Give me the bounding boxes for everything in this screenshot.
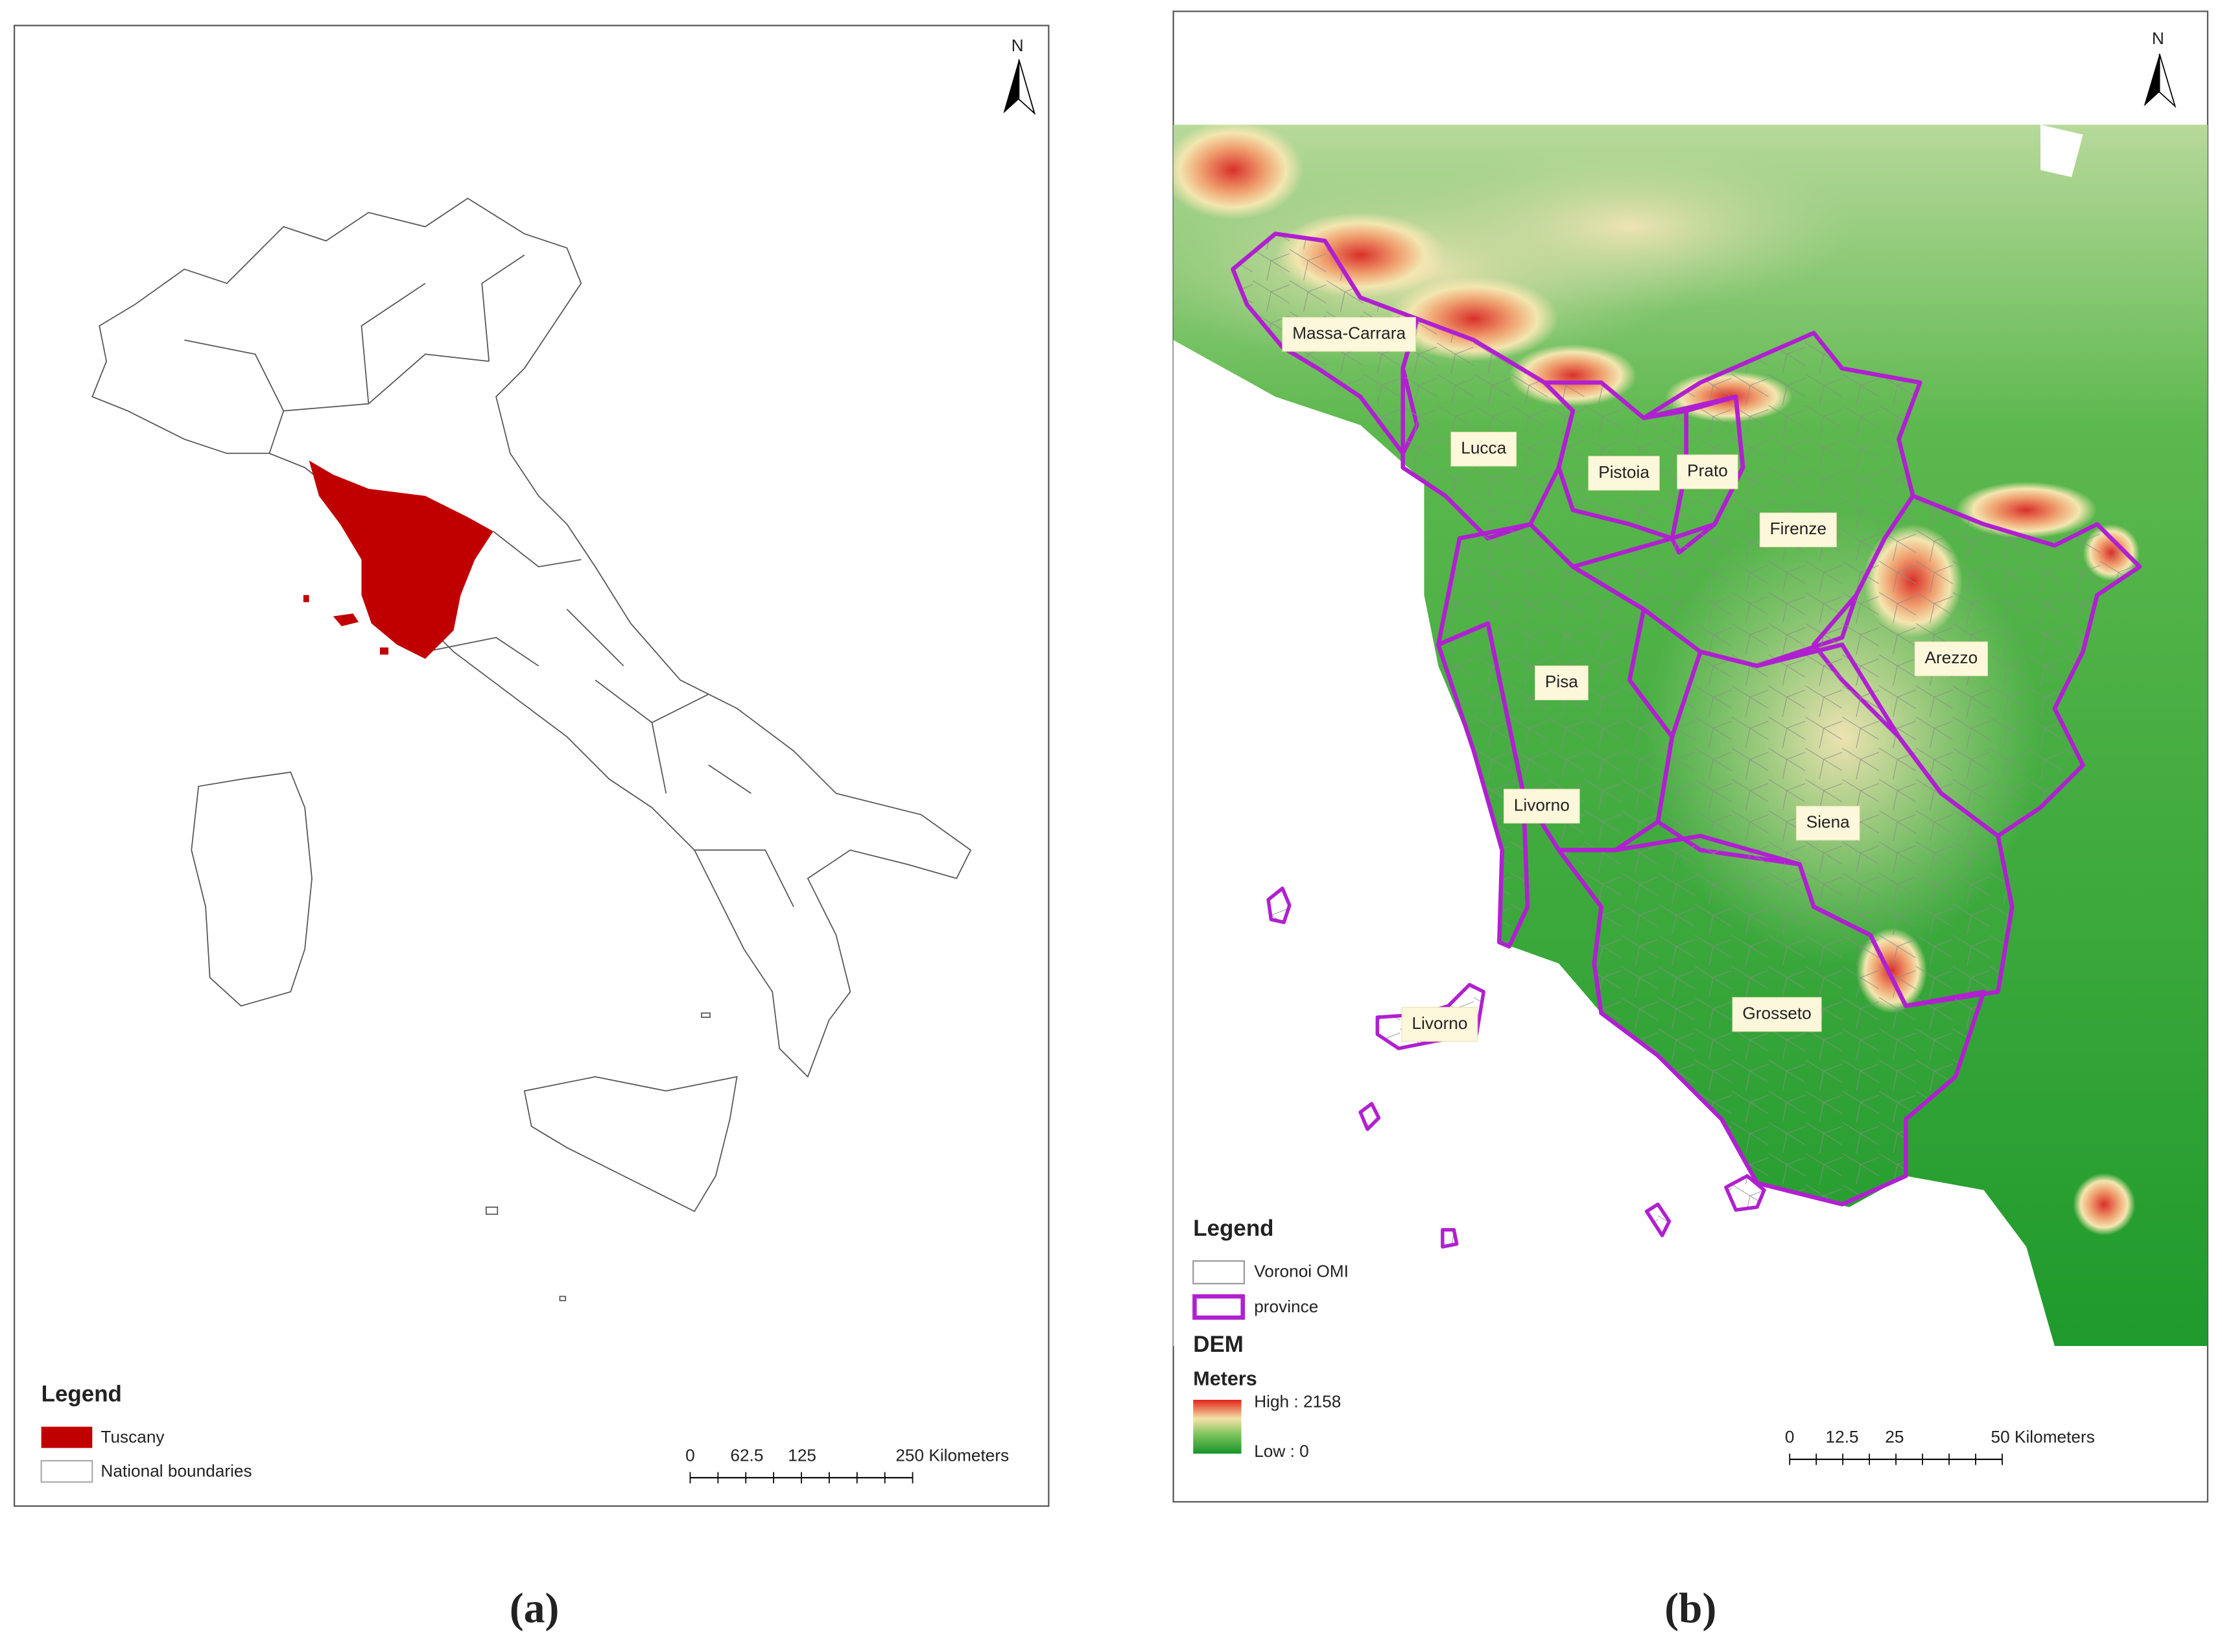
province-outline xyxy=(1436,621,1530,949)
scale-bar: 0 12.5 25 50 Kilometers xyxy=(1785,1427,2095,1465)
north-arrow xyxy=(1018,59,1036,115)
north-arrow xyxy=(2144,54,2160,106)
legend-units: Meters xyxy=(1193,1368,1257,1390)
scale-label: 0 xyxy=(1785,1427,1795,1446)
tuscany xyxy=(303,460,493,659)
label-box xyxy=(1450,431,1517,467)
legend-title: Legend xyxy=(41,1382,122,1407)
province-label: Pistoia xyxy=(1598,462,1649,482)
legend-swatch xyxy=(1192,1260,1246,1284)
scale-bar: 0 62.5 125 250 Kilometers xyxy=(685,1445,1009,1483)
label-box xyxy=(1588,456,1660,491)
sardinia xyxy=(191,771,313,1007)
legend-label: province xyxy=(1254,1297,1318,1316)
legend-label: National boundaries xyxy=(100,1461,252,1480)
islets xyxy=(485,1012,711,1301)
italy-map xyxy=(91,197,972,1301)
province-label: Grosseto xyxy=(1742,1004,1811,1023)
sea xyxy=(1173,340,2055,1346)
scale-label: 50 Kilometers xyxy=(1991,1427,2095,1446)
sea xyxy=(2040,124,2083,178)
relief xyxy=(2073,1173,2136,1236)
legend-swatch xyxy=(41,1426,93,1448)
label-box xyxy=(1759,512,1837,548)
relief xyxy=(1402,141,1856,312)
province-label: Livorno xyxy=(1412,1013,1467,1033)
legend-label: Tuscany xyxy=(100,1427,165,1446)
caption: (b) xyxy=(1664,1585,1716,1632)
sicily xyxy=(523,1076,738,1212)
caption: (a) xyxy=(510,1585,559,1632)
label-box xyxy=(1282,316,1416,352)
province-label: Massa-Carrara xyxy=(1292,324,1406,343)
label-box xyxy=(1503,788,1580,824)
north-arrow xyxy=(2158,53,2177,108)
label-box xyxy=(1677,454,1738,490)
province-label: Arezzo xyxy=(1925,648,1978,667)
legend-label: Voronoi OMI xyxy=(1254,1261,1349,1280)
label-box xyxy=(1732,997,1822,1032)
legend-swatch xyxy=(40,1459,93,1483)
legend-title: Legend xyxy=(1193,1216,1273,1241)
region-lines xyxy=(184,254,794,907)
north-label: N xyxy=(2152,29,2164,48)
north-arrow xyxy=(1003,59,1019,113)
province-label: Lucca xyxy=(1461,438,1506,458)
label-box xyxy=(1795,805,1860,841)
legend-ramp xyxy=(1193,1400,1242,1454)
province-labels: Massa-Carrara Lucca Pistoia Prato Firenze Are… xyxy=(1282,316,1989,1042)
province-label: Siena xyxy=(1806,812,1850,832)
legend-swatch xyxy=(1192,1294,1246,1320)
scale-label: 25 xyxy=(1885,1427,1904,1446)
province-label: Livorno xyxy=(1514,795,1570,814)
province-label: Pisa xyxy=(1545,672,1578,691)
scale-label: 62.5 xyxy=(730,1445,763,1465)
province-label: Firenze xyxy=(1770,519,1826,538)
north-label: N xyxy=(1011,36,1024,55)
relief xyxy=(1173,124,1304,220)
scale-label: 250 Kilometers xyxy=(895,1445,1009,1465)
island xyxy=(1266,886,1766,1249)
dem-map xyxy=(1173,124,2208,1346)
legend-low: Low : 0 xyxy=(1254,1441,1309,1461)
scale-label: 125 xyxy=(788,1445,816,1465)
legend-high: High : 2158 xyxy=(1254,1391,1341,1411)
legend-subtitle: DEM xyxy=(1193,1332,1244,1357)
scale-label: 12.5 xyxy=(1826,1427,1859,1446)
label-box xyxy=(1535,665,1589,701)
label-box xyxy=(1914,641,1989,676)
province-label: Prato xyxy=(1687,461,1728,480)
label-box xyxy=(1401,1007,1478,1042)
scale-label: 0 xyxy=(685,1445,695,1465)
